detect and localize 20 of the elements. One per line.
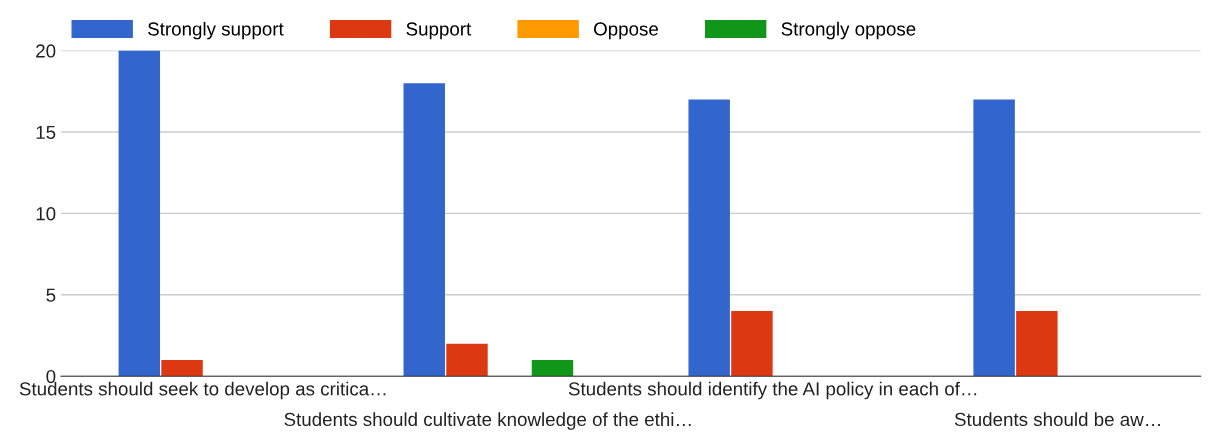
bar bbox=[973, 99, 1015, 377]
legend-label: Strongly oppose bbox=[781, 21, 916, 40]
x-tick-label: Students should identify the AI policy in each of… bbox=[568, 381, 977, 400]
legend-label: Support bbox=[406, 22, 472, 40]
bar bbox=[161, 359, 203, 377]
bar bbox=[1016, 311, 1058, 377]
legend-label: Strongly support bbox=[148, 21, 284, 40]
bar bbox=[446, 343, 488, 377]
legend-label: Oppose bbox=[594, 22, 658, 40]
bar bbox=[403, 83, 445, 377]
y-tick-label: 20 bbox=[36, 44, 56, 58]
y-tick-label: 10 bbox=[36, 207, 56, 221]
x-tick-label: Students should be aw… bbox=[954, 412, 1160, 427]
y-tick-label: 5 bbox=[46, 288, 56, 302]
bar bbox=[731, 311, 773, 377]
bar bbox=[118, 50, 161, 377]
bar bbox=[531, 359, 574, 377]
x-tick-label: Students should cultivate knowledge of the ethi… bbox=[284, 412, 691, 430]
y-tick-label: 15 bbox=[36, 125, 56, 139]
bar bbox=[688, 99, 730, 377]
